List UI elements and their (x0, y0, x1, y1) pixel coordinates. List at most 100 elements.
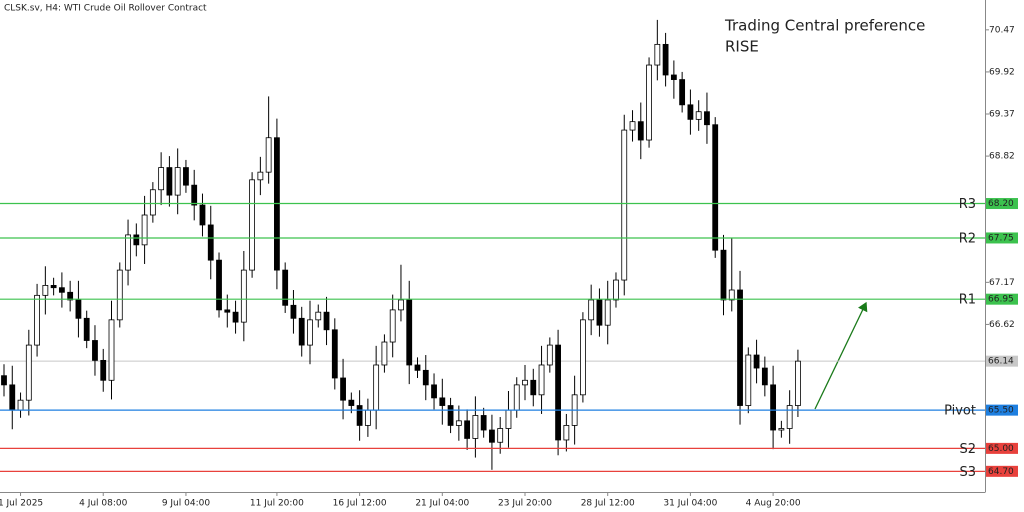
x-tick-label: 9 Jul 04:00 (162, 499, 211, 509)
candle-body (588, 299, 595, 321)
candle-body (712, 124, 719, 251)
candle-body (356, 405, 363, 426)
candle-body (166, 167, 173, 196)
candle-body (795, 360, 801, 406)
candle-body (538, 364, 545, 396)
y-tick-label: 66.62 (989, 320, 1015, 330)
candle-body (50, 285, 57, 289)
candle-body (116, 269, 123, 321)
candle-body (414, 364, 421, 371)
candle-body (753, 354, 760, 369)
candle-body (522, 379, 528, 386)
level-value-label: 67.75 (988, 233, 1014, 243)
level-value-label: 65.00 (988, 444, 1014, 454)
candle-body (695, 111, 702, 120)
level-value-label: 64.70 (988, 467, 1014, 477)
x-tick-label: 1 Jul 2025 (0, 499, 43, 509)
candle-body (720, 249, 727, 301)
candle-body (224, 309, 231, 313)
candle-body (340, 377, 346, 401)
level-box (986, 442, 1018, 454)
candle-body (323, 311, 330, 331)
candle-body (621, 129, 628, 281)
x-tick-label: 16 Jul 12:00 (333, 499, 387, 509)
candle-body (315, 311, 322, 321)
level-box (986, 404, 1018, 416)
candle-body (489, 429, 495, 443)
trend-arrow (814, 301, 868, 410)
candle-body (158, 167, 165, 191)
candle-body (563, 425, 570, 441)
candle-body (298, 317, 305, 346)
candle-body (679, 79, 686, 106)
annotation: Trading Central preference (724, 17, 925, 35)
candle-body (555, 344, 561, 441)
candle-body (183, 167, 189, 186)
candle-body (654, 43, 661, 66)
candle-body (75, 299, 82, 319)
level-value-label: 65.50 (988, 406, 1014, 416)
candle-body (629, 121, 636, 131)
x-tick-label: 28 Jul 12:00 (581, 499, 635, 509)
candle-body (265, 137, 272, 173)
candle-body (133, 234, 140, 246)
candle-body (282, 269, 289, 306)
x-tick-label: 11 Jul 20:00 (250, 499, 304, 509)
x-tick-label: 4 Jul 08:00 (79, 499, 128, 509)
candle-body (307, 319, 313, 346)
candle-body (447, 405, 454, 426)
candle-body (331, 329, 338, 379)
candle-body (728, 289, 735, 301)
candle-body (100, 359, 107, 381)
candle-body (497, 428, 504, 443)
candle-body (92, 340, 98, 361)
candle-body (364, 409, 371, 426)
candle-body (662, 43, 669, 76)
candle-body (83, 317, 90, 341)
level-name: S2 (959, 442, 976, 457)
candle-body (480, 415, 487, 431)
y-tick-label: 69.37 (989, 110, 1015, 120)
candle-body (761, 367, 768, 386)
candle-body (513, 384, 520, 411)
candle-body (596, 299, 603, 326)
candle-body (439, 397, 446, 406)
level-box (986, 465, 1018, 477)
candle-body (472, 415, 479, 439)
y-tick-label: 69.92 (989, 67, 1015, 77)
candle-body (637, 121, 644, 141)
candle-body (546, 344, 553, 366)
candle-body (398, 299, 404, 311)
candle-body (290, 304, 297, 319)
level-name: S3 (959, 465, 976, 480)
candle-body (240, 269, 247, 323)
candle-body (348, 399, 355, 406)
candle-body (389, 309, 396, 343)
candle-body (646, 64, 652, 141)
level-name: R3 (959, 197, 976, 212)
candle-body (737, 289, 743, 406)
candle-body (455, 420, 462, 426)
candle-body (17, 399, 24, 411)
candle-body (42, 285, 49, 296)
candle-body (34, 294, 40, 346)
level-value-label: 68.20 (988, 199, 1014, 209)
candle-body (778, 428, 785, 431)
x-tick-label: 31 Jul 04:00 (663, 499, 717, 509)
candle-body (431, 384, 437, 399)
level-name: R1 (959, 293, 976, 308)
level-name: Pivot (944, 404, 976, 419)
level-box (986, 293, 1018, 305)
candle-body (249, 179, 256, 271)
current-price-label: 66.14 (988, 357, 1014, 367)
candle-body (232, 311, 239, 323)
level-box (986, 232, 1018, 244)
candle-body (108, 319, 115, 381)
candle-body (216, 259, 222, 311)
candle-body (174, 167, 181, 196)
candle-body (530, 379, 537, 396)
y-tick-label: 70.47 (989, 25, 1015, 35)
candle-body (191, 184, 198, 206)
